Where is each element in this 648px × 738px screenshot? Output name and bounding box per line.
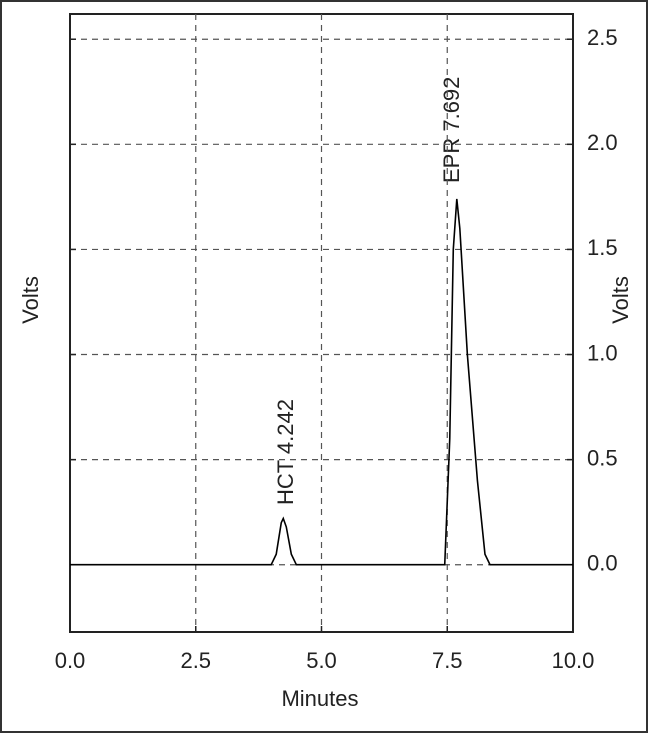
- y2-tick-label: 2.5: [587, 25, 618, 50]
- x-tick-label: 7.5: [432, 648, 463, 673]
- y2-tick-label: 0.0: [587, 551, 618, 576]
- annotation: HCT 4.242: [273, 399, 298, 505]
- x-tick-label: 0.0: [55, 648, 86, 673]
- y2-tick-label: 1.0: [587, 340, 618, 365]
- y2-axis-label: Volts: [608, 276, 633, 324]
- y2-tick-label: 1.5: [587, 235, 618, 260]
- x-tick-label: 10.0: [552, 648, 595, 673]
- y-axis-label: Volts: [18, 276, 43, 324]
- y2-tick-label: 0.5: [587, 445, 618, 470]
- y2-tick-label: 2.0: [587, 130, 618, 155]
- x-axis-label: Minutes: [281, 686, 358, 711]
- x-tick-label: 5.0: [306, 648, 337, 673]
- x-tick-label: 2.5: [180, 648, 211, 673]
- annotation: EPR 7.692: [439, 77, 464, 183]
- trace: [70, 198, 573, 566]
